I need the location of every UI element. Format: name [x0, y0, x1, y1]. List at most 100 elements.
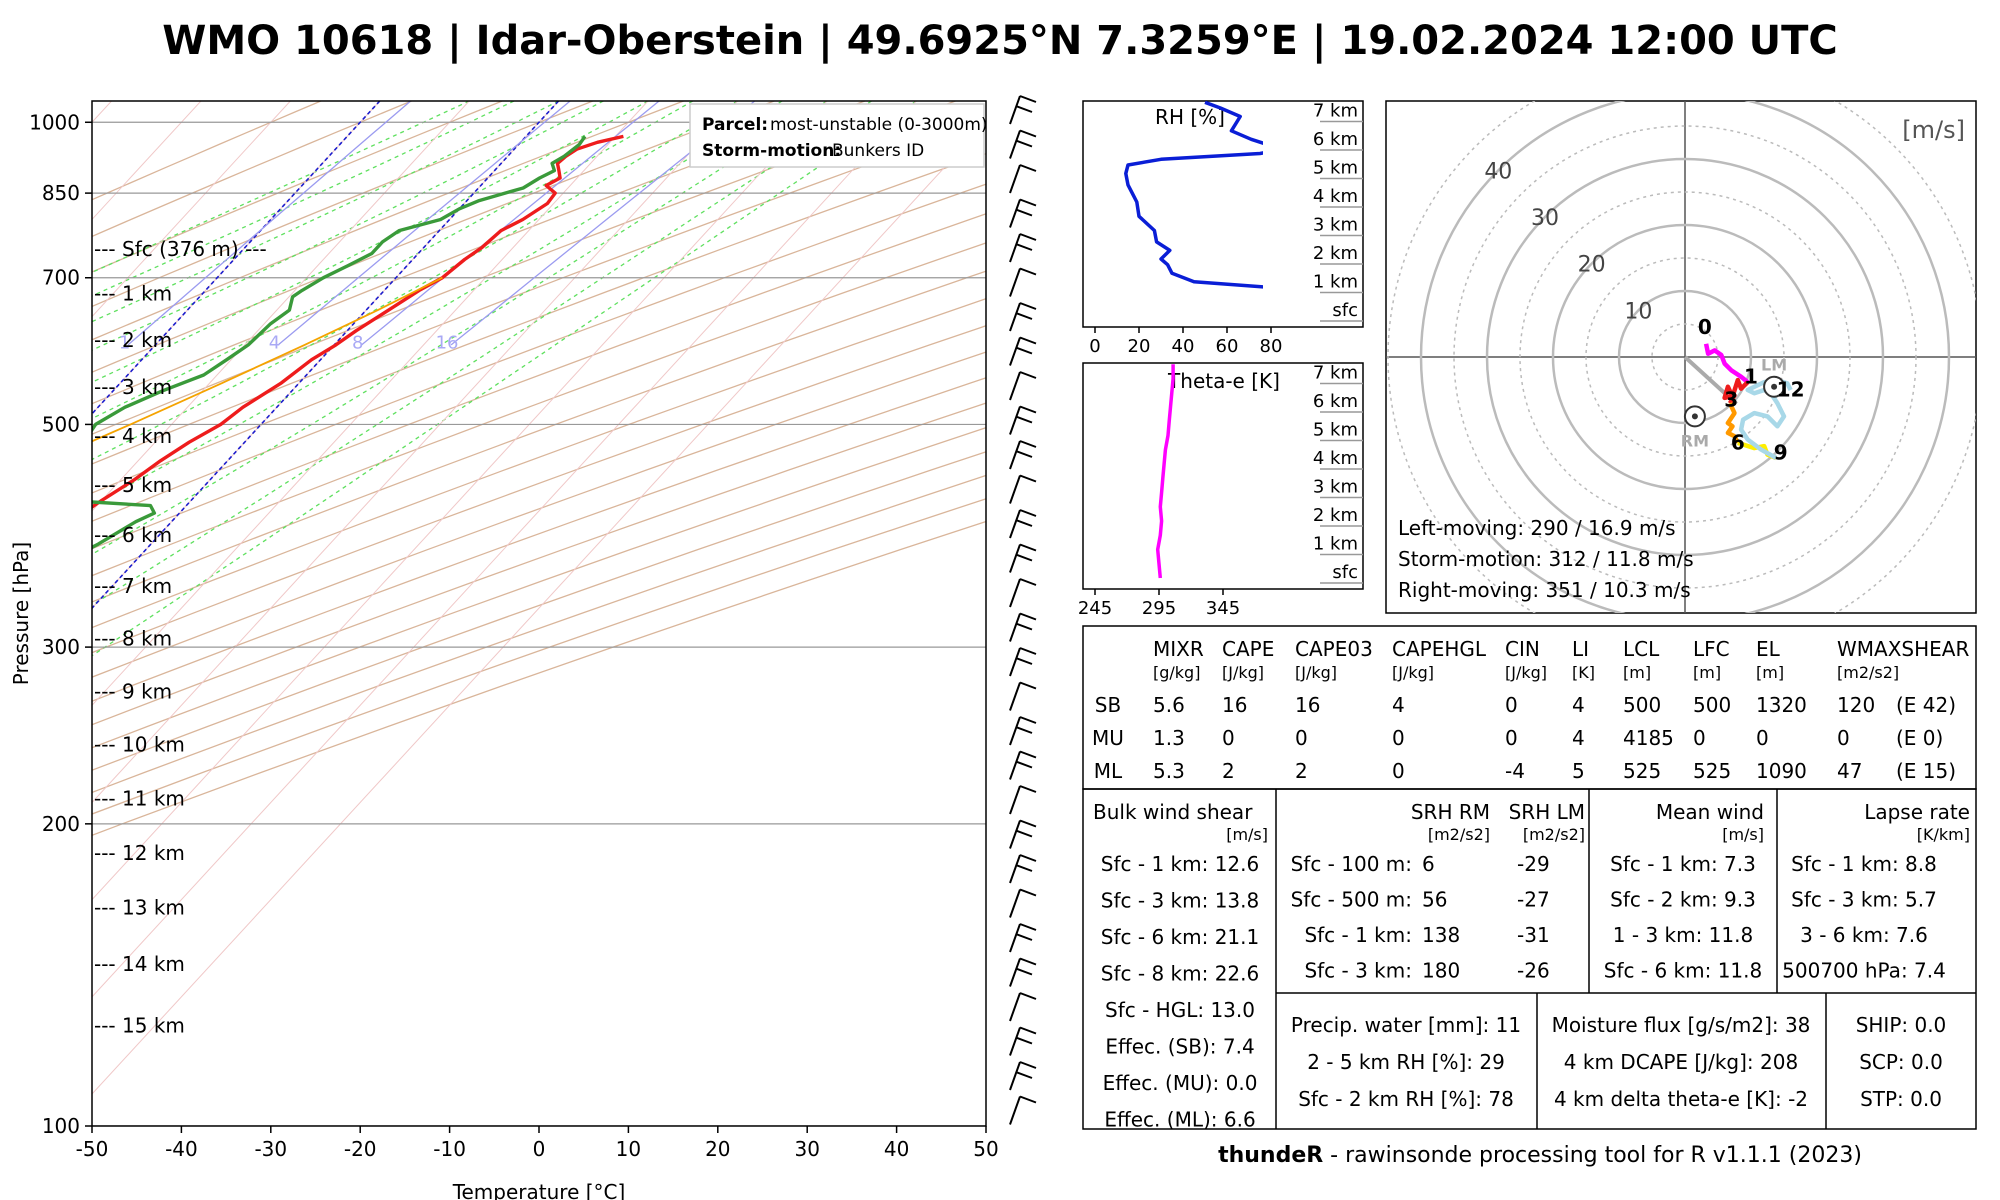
- mixing-ratio-label: 1: [119, 332, 130, 353]
- wind-barb-feather: [1015, 208, 1033, 217]
- right-moving-text: Right-moving: 351 / 10.3 m/s: [1398, 578, 1691, 602]
- composite-row: SHIP: 0.0: [1856, 1013, 1947, 1037]
- wind-barb-feather: [1015, 243, 1033, 251]
- hodo-ring: [1585, 257, 1785, 457]
- flux-row: Moisture flux [g/s/m2]: 38: [1552, 1013, 1811, 1037]
- rh-x-tick-label: 40: [1172, 336, 1195, 357]
- height-label: --- 11 km: [94, 786, 185, 810]
- wind-barb-staff: [1009, 302, 1021, 332]
- parcel-cell: 47: [1837, 759, 1862, 783]
- flux-row: 4 km delta theta-e [K]: -2: [1554, 1087, 1808, 1111]
- wind-barb-feather: [1015, 967, 1033, 976]
- y-tick-label: 100: [42, 1114, 80, 1138]
- wind-barb-feather: [1019, 785, 1037, 793]
- wind-barb-feather: [1019, 647, 1037, 655]
- wind-barb-feather: [1015, 726, 1033, 734]
- height-label: --- 2 km: [94, 328, 172, 352]
- wind-barb-staff: [1009, 716, 1021, 746]
- composite-row: SCP: 0.0: [1859, 1050, 1943, 1074]
- wind-barb-feather: [1019, 371, 1037, 379]
- isotherm: [92, 101, 649, 707]
- lapse-rate-row: Sfc - 1 km: 8.8: [1791, 852, 1937, 876]
- wind-barb-feather: [1019, 198, 1037, 207]
- isotherm: [92, 101, 917, 998]
- x-tick-label: -10: [433, 1137, 466, 1161]
- wind-barb-feather: [1015, 864, 1033, 872]
- parcel-cell: 120: [1837, 693, 1875, 717]
- hodo-height-label: 1: [1744, 364, 1758, 388]
- wind-barb-staff: [1009, 233, 1021, 263]
- mean-wind-unit: [m/s]: [1722, 825, 1764, 844]
- y-axis-label: Pressure [hPa]: [9, 542, 33, 685]
- dry-adiabat: [92, 152, 986, 494]
- bulk-shear-row: Sfc - 8 km: 22.6: [1101, 962, 1259, 986]
- wind-barb-feather: [1015, 933, 1033, 941]
- height-label: --- 14 km: [94, 952, 185, 976]
- srh-row-label: Sfc - 1 km:: [1304, 923, 1412, 947]
- parcel-cell: 525: [1693, 759, 1731, 783]
- wind-barb-feather: [1019, 1095, 1037, 1104]
- wind-barb-feather: [1019, 302, 1037, 310]
- srh-rm-value: 138: [1422, 923, 1460, 947]
- te-height-label: 5 km: [1313, 420, 1358, 441]
- height-label: --- 13 km: [94, 896, 185, 920]
- left-moving-text: Left-moving: 290 / 16.9 m/s: [1398, 516, 1676, 540]
- hodo-ring-label: 20: [1578, 253, 1606, 278]
- parcel-col-unit: [J/kg]: [1295, 663, 1337, 682]
- mixing-ratio-label: 16: [436, 332, 459, 353]
- rh-height-label: 7 km: [1313, 101, 1358, 122]
- parcel-col-header: CAPE03: [1295, 637, 1373, 661]
- hodograph-trace: [1703, 343, 1750, 384]
- isotherm: [92, 101, 738, 804]
- wind-barb-feather: [1019, 509, 1037, 517]
- footer-credit: thundeR - rawinsonde processing tool for…: [1080, 1143, 2000, 1168]
- lm-label: LM: [1761, 356, 1787, 375]
- wind-barb-staff: [1009, 1096, 1021, 1125]
- wind-barb-feather: [1019, 681, 1037, 690]
- wind-barb-staff: [1009, 1061, 1021, 1091]
- temperature-line: [92, 134, 624, 510]
- dry-adiabat: [92, 121, 986, 465]
- parcel-col-header: CAPEHGL: [1392, 637, 1487, 661]
- wind-barb-feather: [1019, 819, 1037, 828]
- parcel-cell: 0: [1756, 726, 1769, 750]
- x-tick-label: 20: [705, 1137, 730, 1161]
- parcel-col-unit: [m]: [1693, 663, 1721, 682]
- wind-barb-feather: [1015, 519, 1033, 527]
- te-height-label: sfc: [1332, 562, 1358, 583]
- mean-wind-row: 1 - 3 km: 11.8: [1613, 923, 1753, 947]
- dry-adiabat: [92, 298, 986, 629]
- bulk-shear-row: Sfc - HGL: 13.0: [1105, 998, 1255, 1022]
- wind-barb-staff: [1009, 854, 1021, 884]
- parcel-row-label: ML: [1094, 759, 1123, 783]
- parcel-cell: 0: [1693, 726, 1706, 750]
- mixing-ratio-label: 8: [352, 332, 363, 353]
- y-tick-label: 850: [42, 181, 80, 205]
- wind-barb-feather: [1019, 267, 1037, 276]
- height-label: --- 12 km: [94, 841, 185, 865]
- parcel-cell: 525: [1623, 759, 1661, 783]
- height-label: --- 9 km: [94, 679, 172, 703]
- wind-barb-staff: [1009, 95, 1021, 125]
- page-title: WMO 10618 | Idar-Oberstein | 49.6925°N 7…: [162, 18, 1838, 64]
- lapse-rate-row: 3 - 6 km: 7.6: [1800, 923, 1928, 947]
- wind-barb-feather: [1019, 440, 1037, 448]
- wind-barb-staff: [1009, 958, 1021, 987]
- bulk-shear-row: Sfc - 3 km: 13.8: [1101, 889, 1259, 913]
- y-tick-label: 200: [42, 812, 80, 836]
- bulk-shear-row: Effec. (MU): 0.0: [1103, 1071, 1258, 1095]
- rh-frame: [1082, 100, 1364, 328]
- mixing-ratio-line: [361, 101, 660, 346]
- wind-barb-staff: [1009, 820, 1021, 849]
- wind-barb-staff: [1009, 923, 1021, 953]
- hodo-ring-label: 10: [1624, 299, 1652, 324]
- y-tick-label: 500: [42, 412, 80, 436]
- wind-barb-feather: [1015, 657, 1033, 665]
- wind-barb-feather: [1019, 474, 1037, 483]
- parcel-table: MIXR [g/kg] CAPE [J/kg] CAPE03 [J/kg] CAPEHGL […: [1082, 625, 1977, 790]
- rm-label: RM: [1681, 431, 1709, 450]
- lm-marker-dot: [1771, 383, 1778, 390]
- isotherm: [92, 101, 470, 512]
- bulk-shear-row: Effec. (ML): 6.6: [1104, 1108, 1255, 1132]
- dry-adiabat: [92, 101, 866, 405]
